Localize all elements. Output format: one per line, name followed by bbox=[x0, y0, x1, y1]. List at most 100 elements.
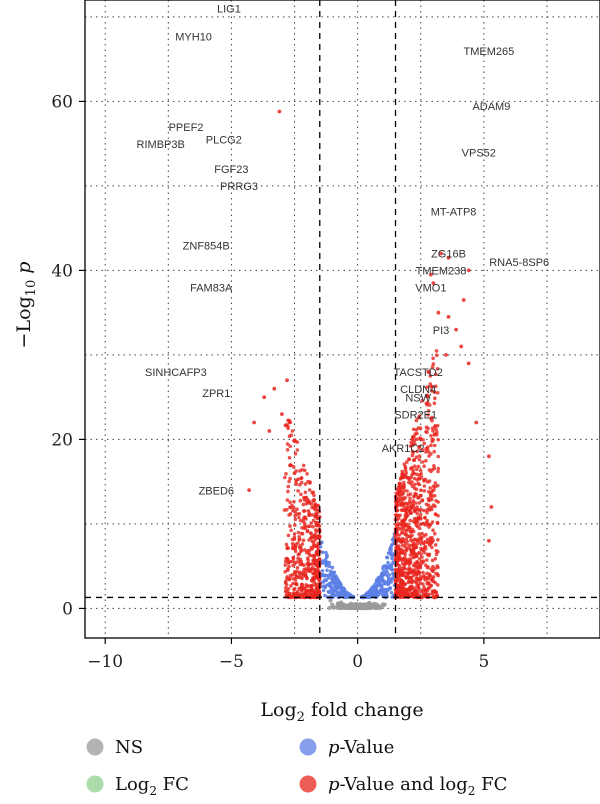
data-point bbox=[413, 586, 417, 590]
data-point bbox=[302, 498, 307, 502]
data-point bbox=[466, 361, 471, 366]
data-point bbox=[285, 448, 290, 452]
data-point bbox=[304, 569, 309, 573]
data-point bbox=[395, 545, 400, 549]
data-point bbox=[431, 589, 436, 594]
data-point bbox=[310, 589, 315, 593]
data-point bbox=[304, 574, 308, 578]
data-point bbox=[401, 475, 406, 479]
data-point bbox=[400, 570, 405, 574]
data-point bbox=[414, 472, 419, 477]
data-point bbox=[405, 475, 409, 480]
data-point bbox=[420, 448, 425, 452]
data-point bbox=[427, 522, 432, 527]
data-point bbox=[285, 546, 290, 550]
data-point bbox=[404, 575, 409, 580]
data-point bbox=[414, 573, 418, 577]
data-point bbox=[307, 488, 312, 492]
data-point bbox=[424, 450, 428, 454]
data-point bbox=[427, 468, 432, 472]
data-point bbox=[427, 592, 431, 597]
data-point bbox=[372, 590, 377, 595]
data-point bbox=[418, 522, 423, 527]
data-point bbox=[329, 585, 334, 590]
data-point bbox=[272, 386, 277, 391]
data-point bbox=[399, 540, 403, 544]
data-point bbox=[430, 558, 435, 563]
data-point bbox=[409, 481, 413, 486]
data-point bbox=[429, 452, 433, 456]
data-point bbox=[426, 426, 430, 431]
data-point bbox=[308, 553, 312, 558]
data-point bbox=[391, 577, 395, 581]
data-point bbox=[305, 561, 310, 566]
data-point bbox=[327, 564, 332, 569]
data-point bbox=[416, 476, 421, 481]
data-point bbox=[283, 423, 288, 428]
data-point bbox=[400, 492, 404, 497]
data-point bbox=[420, 460, 425, 464]
data-point bbox=[310, 578, 314, 583]
data-point bbox=[388, 586, 393, 590]
data-point bbox=[364, 595, 369, 600]
data-point bbox=[320, 550, 325, 555]
gene-label: TACSTD2 bbox=[394, 367, 443, 379]
data-point bbox=[311, 592, 315, 597]
data-point bbox=[428, 486, 433, 490]
data-point bbox=[419, 488, 423, 493]
data-point bbox=[413, 494, 417, 498]
data-point bbox=[285, 378, 289, 383]
data-point bbox=[413, 432, 418, 436]
data-point bbox=[314, 529, 319, 534]
legend-swatch-both bbox=[299, 775, 317, 793]
data-point bbox=[427, 582, 431, 586]
data-point bbox=[325, 554, 329, 558]
data-point bbox=[303, 490, 308, 495]
data-point bbox=[461, 298, 466, 302]
data-point bbox=[313, 537, 318, 542]
data-point bbox=[305, 556, 310, 560]
data-point bbox=[312, 567, 317, 572]
data-point bbox=[305, 584, 309, 589]
data-point bbox=[409, 529, 414, 534]
data-point bbox=[304, 517, 308, 521]
data-point bbox=[434, 372, 438, 377]
x-tick-label: 5 bbox=[478, 652, 489, 672]
data-point bbox=[403, 523, 408, 527]
data-point bbox=[417, 550, 422, 555]
data-point bbox=[466, 268, 471, 273]
data-point bbox=[358, 605, 363, 611]
data-point bbox=[429, 443, 433, 448]
points-layer bbox=[247, 109, 494, 611]
data-point bbox=[299, 480, 304, 485]
data-point bbox=[380, 602, 385, 607]
data-point bbox=[293, 513, 297, 518]
data-point bbox=[285, 556, 289, 561]
data-point bbox=[429, 434, 433, 438]
data-point bbox=[389, 567, 394, 572]
data-point bbox=[404, 514, 409, 519]
data-point bbox=[418, 468, 423, 473]
data-point bbox=[315, 520, 320, 525]
data-point bbox=[424, 502, 429, 507]
data-point bbox=[397, 485, 401, 489]
data-point bbox=[402, 480, 406, 485]
data-point bbox=[416, 464, 421, 469]
data-point bbox=[418, 581, 423, 585]
data-point bbox=[301, 502, 306, 507]
data-point bbox=[321, 588, 326, 593]
data-point bbox=[303, 482, 308, 486]
data-point bbox=[411, 550, 416, 554]
data-point bbox=[310, 547, 315, 551]
data-point bbox=[436, 583, 440, 587]
data-point bbox=[295, 565, 300, 570]
data-point bbox=[435, 391, 440, 395]
data-point bbox=[397, 481, 402, 486]
data-point bbox=[292, 500, 296, 504]
data-point bbox=[435, 353, 439, 358]
data-point bbox=[410, 449, 415, 454]
data-point bbox=[431, 484, 436, 489]
data-point bbox=[331, 592, 336, 596]
data-point bbox=[409, 475, 413, 480]
data-point bbox=[405, 560, 409, 564]
